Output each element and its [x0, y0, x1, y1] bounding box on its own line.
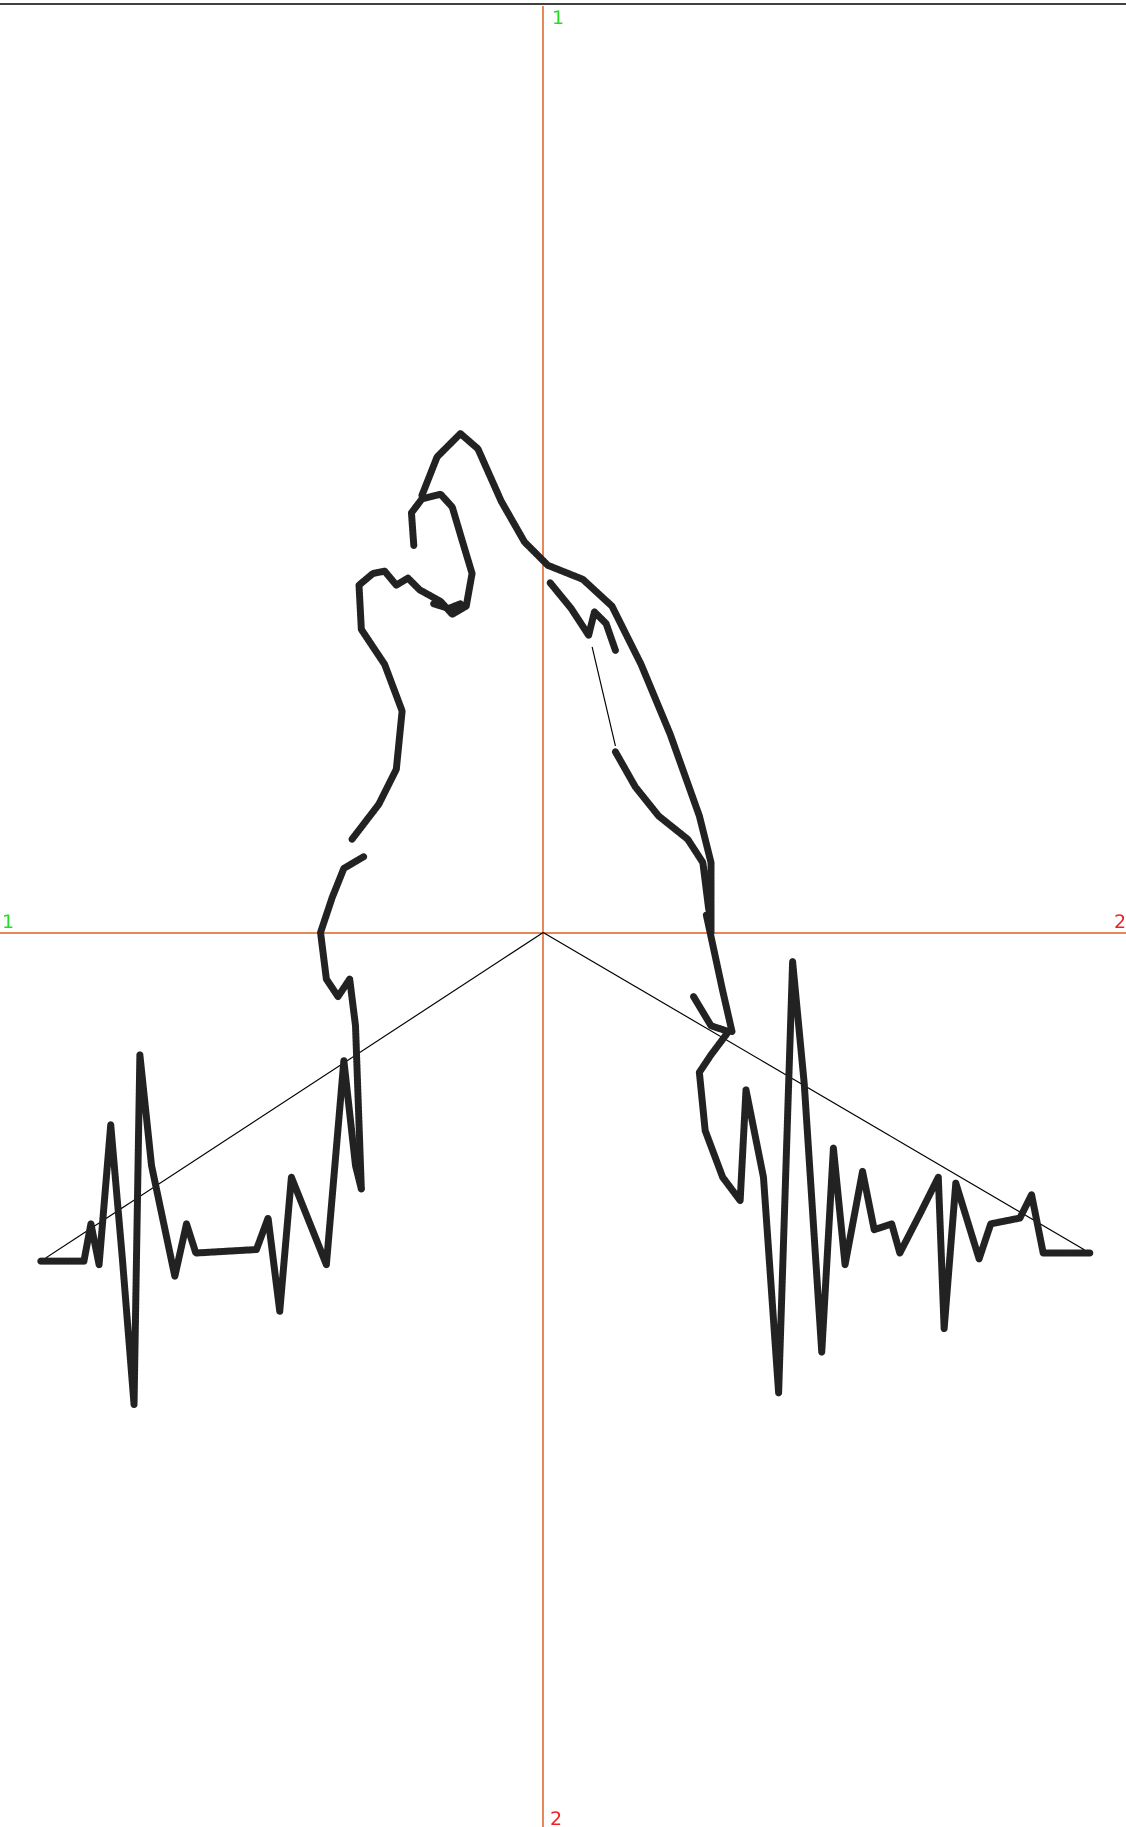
axis-label-bottom: 2 — [550, 1808, 562, 1827]
wolf-design — [37, 430, 1094, 1409]
wolf-ear — [546, 579, 619, 654]
axis-label-top: 1 — [552, 7, 564, 29]
jump-stitch — [591, 646, 617, 747]
heartbeat-right — [690, 958, 1094, 1397]
wolf-mouth — [430, 600, 464, 612]
axis-label-left: 1 — [2, 911, 14, 933]
wolf-neck-fill — [611, 748, 713, 913]
wolf-chest — [317, 853, 368, 1193]
heartbeat-left — [37, 1051, 365, 1409]
wolf-back — [418, 430, 736, 1036]
wolf-snout-neck — [348, 490, 476, 843]
axis-label-right: 2 — [1114, 911, 1126, 933]
jump-stitch — [40, 931, 544, 1262]
jump-stitch — [542, 931, 1091, 1254]
